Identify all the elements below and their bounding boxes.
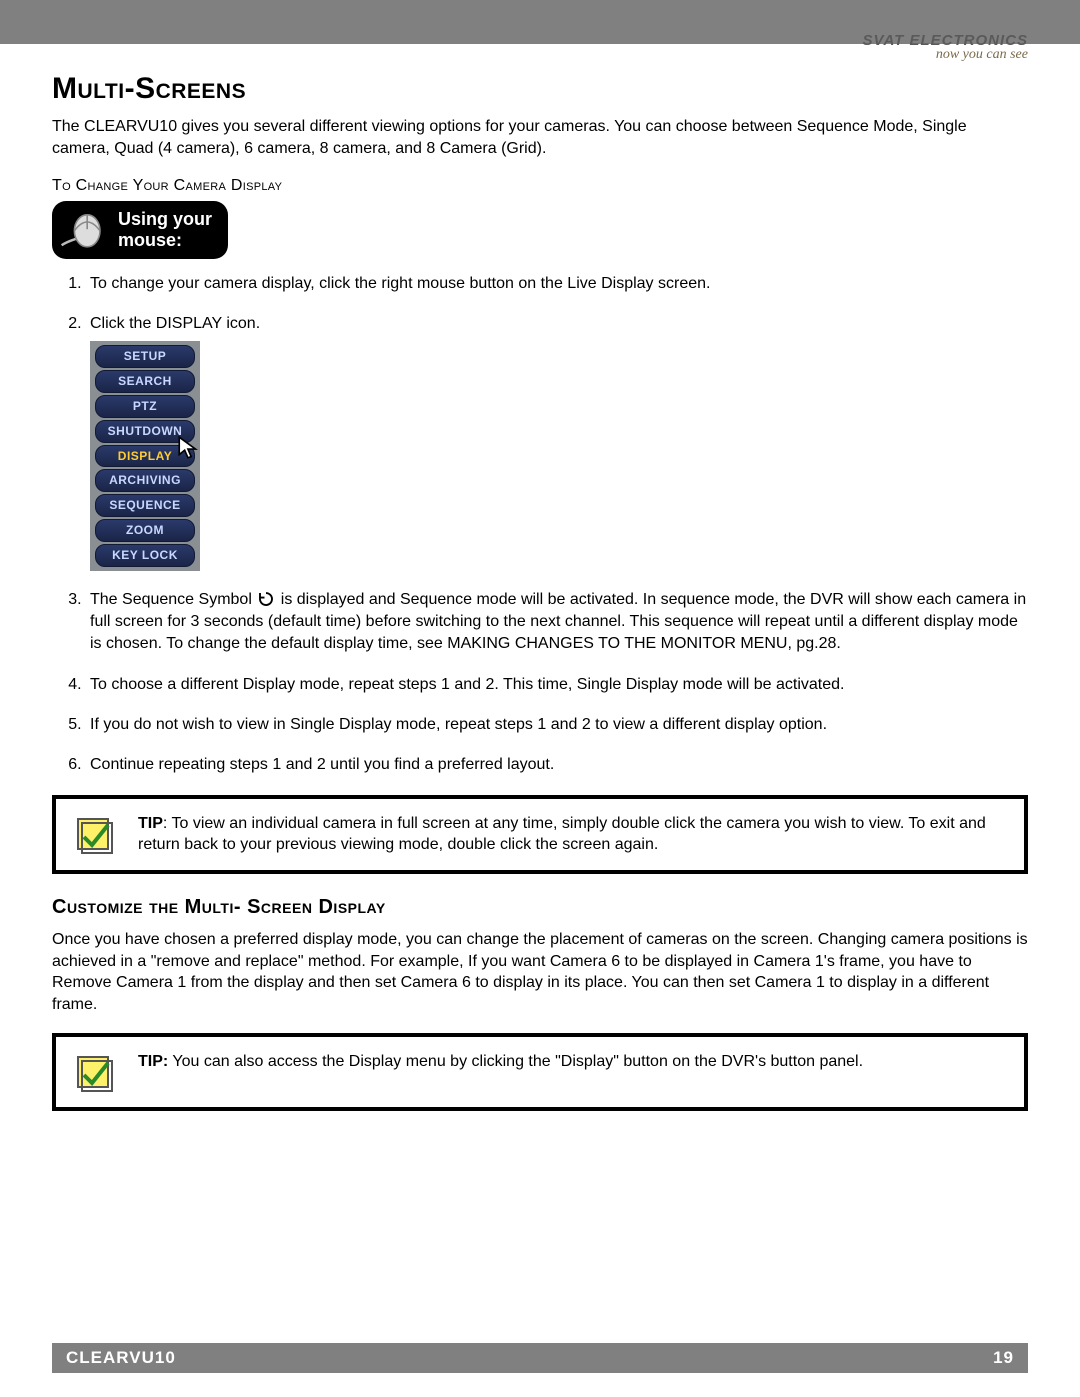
step-5: If you do not wish to view in Single Dis…	[86, 714, 1028, 736]
step-2-text: Click the DISPLAY icon.	[90, 315, 260, 332]
menu-setup[interactable]: SETUP	[95, 345, 195, 368]
tip-icon	[74, 815, 114, 855]
intro-paragraph: The CLEARVU10 gives you several differen…	[52, 116, 1028, 159]
page-content: Multi-Screens The CLEARVU10 gives you se…	[0, 44, 1080, 1397]
menu-search[interactable]: SEARCH	[95, 370, 195, 393]
step-1: To change your camera display, click the…	[86, 273, 1028, 295]
tip-box-2: TIP: You can also access the Display men…	[52, 1033, 1028, 1111]
tip-icon	[74, 1053, 114, 1093]
tip-2-lead: TIP:	[138, 1053, 168, 1070]
step-2: Click the DISPLAY icon. SETUP SEARCH PTZ…	[86, 313, 1028, 571]
tip-1-lead: TIP	[138, 815, 163, 832]
tip-2-text: TIP: You can also access the Display men…	[138, 1051, 863, 1073]
cursor-icon	[176, 435, 202, 461]
steps-list: To change your camera display, click the…	[52, 273, 1028, 777]
brand-header: SVAT ELECTRONICS now you can see	[863, 32, 1028, 63]
sequence-icon	[256, 590, 276, 608]
step-4: To choose a different Display mode, repe…	[86, 674, 1028, 696]
tip-2-body: You can also access the Display menu by …	[168, 1053, 863, 1070]
menu-keylock[interactable]: KEY LOCK	[95, 544, 195, 567]
menu-sequence[interactable]: SEQUENCE	[95, 494, 195, 517]
step-3: The Sequence Symbol is displayed and Seq…	[86, 589, 1028, 656]
customize-title: Customize the Multi- Screen Display	[52, 896, 1028, 919]
menu-archiving[interactable]: ARCHIVING	[95, 469, 195, 492]
menu-zoom[interactable]: ZOOM	[95, 519, 195, 542]
footer-bar: CLEARVU10 19	[52, 1343, 1028, 1373]
footer-model: CLEARVU10	[66, 1348, 176, 1368]
footer-page: 19	[993, 1348, 1014, 1368]
step-6: Continue repeating steps 1 and 2 until y…	[86, 754, 1028, 776]
customize-body: Once you have chosen a preferred display…	[52, 929, 1028, 1015]
mouse-badge-text: Using yourmouse:	[118, 209, 212, 250]
tip-1-text: TIP: To view an individual camera in ful…	[138, 813, 1006, 856]
context-menu: SETUP SEARCH PTZ SHUTDOWN DISPLAY ARCHIV…	[90, 341, 200, 570]
mouse-icon	[60, 210, 108, 250]
mouse-badge: Using yourmouse:	[52, 201, 228, 258]
brand-tagline: now you can see	[863, 47, 1028, 63]
step-3-pre: The Sequence Symbol	[90, 591, 256, 608]
change-display-heading: To Change Your Camera Display	[52, 177, 1028, 195]
tip-1-body: : To view an individual camera in full s…	[138, 815, 986, 854]
menu-ptz[interactable]: PTZ	[95, 395, 195, 418]
page-title: Multi-Screens	[52, 72, 1028, 106]
tip-box-1: TIP: To view an individual camera in ful…	[52, 795, 1028, 874]
